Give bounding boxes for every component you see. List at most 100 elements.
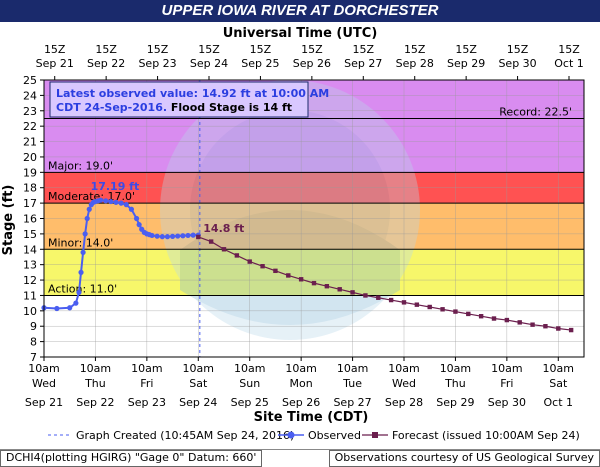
observed-point [108, 198, 114, 205]
top-tick-time: 15Z [250, 43, 272, 56]
x-tick-day: Wed [392, 377, 416, 390]
y-tick-label: 22 [23, 120, 37, 133]
forecast-point [414, 302, 420, 307]
x-tick-date: Sep 25 [231, 396, 269, 409]
footer-bar: DCHI4(plotting HGIRG) "Gage 0" Datum: 66… [0, 449, 600, 467]
y-tick-label: 15 [23, 228, 37, 241]
y-tick-label: 19 [23, 166, 37, 179]
forecast-point [491, 316, 497, 321]
observed-point [113, 199, 119, 205]
x-tick-date: Sep 28 [385, 396, 423, 409]
observed-point [103, 198, 109, 204]
forecast-point [517, 320, 522, 325]
observed-point [159, 234, 165, 240]
y-tick-label: 24 [23, 89, 37, 102]
forecast-point [504, 317, 510, 323]
forecast-point [440, 307, 445, 312]
forecast-point [401, 300, 407, 305]
x-tick-day: Sat [549, 377, 568, 390]
top-tick-date: Sep 30 [498, 57, 536, 70]
top-tick-time: 15Z [147, 43, 169, 56]
gage-datum-info: DCHI4(plotting HGIRG) "Gage 0" Datum: 66… [0, 450, 263, 467]
forecast-point [221, 247, 227, 252]
x-tick-date: Sep 23 [128, 396, 166, 409]
legend-observed: Observed [308, 429, 361, 442]
top-tick-time: 15Z [507, 43, 529, 56]
forecast-point [196, 234, 201, 240]
forecast-point [388, 297, 394, 303]
threshold-label: Minor: 14.0' [48, 236, 113, 249]
x-tick-day: Thu [444, 377, 466, 390]
y-tick-label: 25 [23, 74, 37, 87]
top-tick-date: Sep 27 [344, 57, 382, 70]
forecast-point [286, 273, 291, 278]
y-tick-label: 21 [23, 136, 37, 149]
x-tick-day: Sun [239, 377, 260, 390]
legend-forecast: Forecast (issued 10:00AM Sep 24) [392, 429, 580, 442]
y-tick-label: 11 [23, 289, 37, 302]
chart-title: UPPER IOWA RIVER AT DORCHESTER [0, 0, 600, 22]
top-tick-time: 15Z [95, 43, 117, 56]
observed-point [84, 215, 90, 222]
x-tick-day: Mon [290, 377, 313, 390]
observed-point [136, 222, 142, 228]
observed-point [164, 234, 171, 240]
annotation-line-2: CDT 24-Sep-2016. Flood Stage is 14 ft [56, 101, 292, 114]
forecast-point [363, 293, 368, 298]
x-tick-day: Wed [32, 377, 56, 390]
observed-point [76, 289, 82, 295]
forecast-point [273, 268, 278, 274]
x-tick-time: 10am [131, 362, 162, 375]
x-tick-time: 10am [285, 362, 316, 375]
top-tick-date: Sep 25 [241, 57, 279, 70]
x-tick-day: Tue [342, 377, 362, 390]
threshold-label: Major: 19.0' [48, 159, 113, 172]
y-tick-label: 9 [30, 320, 37, 333]
observed-point [133, 215, 140, 222]
observed-point [73, 300, 79, 306]
observed-point [54, 305, 60, 312]
x-tick-time: 10am [28, 362, 59, 375]
x-tick-time: 10am [491, 362, 522, 375]
forecast-point [530, 322, 535, 327]
peak-label: 17.19 ft [91, 180, 140, 193]
top-tick-date: Sep 24 [190, 57, 228, 70]
x-tick-time: 10am [543, 362, 574, 375]
observed-point [169, 233, 176, 239]
observed-point [123, 202, 129, 208]
top-axis-title: Universal Time (UTC) [223, 26, 378, 41]
observed-point [185, 232, 191, 239]
x-tick-date: Sep 22 [76, 396, 114, 409]
x-tick-date: Sep 30 [488, 396, 526, 409]
forecast-point [298, 277, 304, 282]
threshold-label: Moderate: 17.0' [48, 190, 135, 203]
forecast-point [466, 311, 471, 317]
annotation-date: CDT 24-Sep-2016. [56, 101, 167, 114]
top-tick-time: 15Z [44, 43, 66, 56]
noaa-watermark-icon [160, 80, 420, 340]
observed-point [118, 200, 124, 206]
x-tick-time: 10am [183, 362, 214, 375]
legend-graph-created: Graph Created (10:45AM Sep 24, 2016) [76, 429, 294, 442]
x-tick-day: Thu [84, 377, 106, 390]
observed-point [190, 232, 196, 238]
annotation-line-1: Latest observed value: 14.92 ft at 10:00… [56, 87, 329, 100]
y-tick-label: 8 [30, 336, 37, 349]
top-tick-date: Sep 22 [87, 57, 125, 70]
forecast-point [556, 326, 561, 331]
x-tick-date: Sep 27 [333, 396, 371, 409]
forecast-point [427, 304, 432, 310]
y-tick-label: 18 [23, 182, 37, 195]
top-tick-date: Sep 23 [138, 57, 176, 70]
top-tick-time: 15Z [198, 43, 220, 56]
top-tick-time: 15Z [558, 43, 580, 56]
forecast-point [453, 309, 458, 314]
legend: Graph Created (10:45AM Sep 24, 2016) Obs… [48, 429, 580, 442]
top-tick-date: Oct 1 [554, 57, 584, 70]
forecast-point [337, 287, 342, 292]
observed-point [80, 249, 86, 255]
y-tick-label: 23 [23, 105, 37, 118]
top-tick-time: 15Z [353, 43, 375, 56]
observed-point [67, 305, 73, 311]
